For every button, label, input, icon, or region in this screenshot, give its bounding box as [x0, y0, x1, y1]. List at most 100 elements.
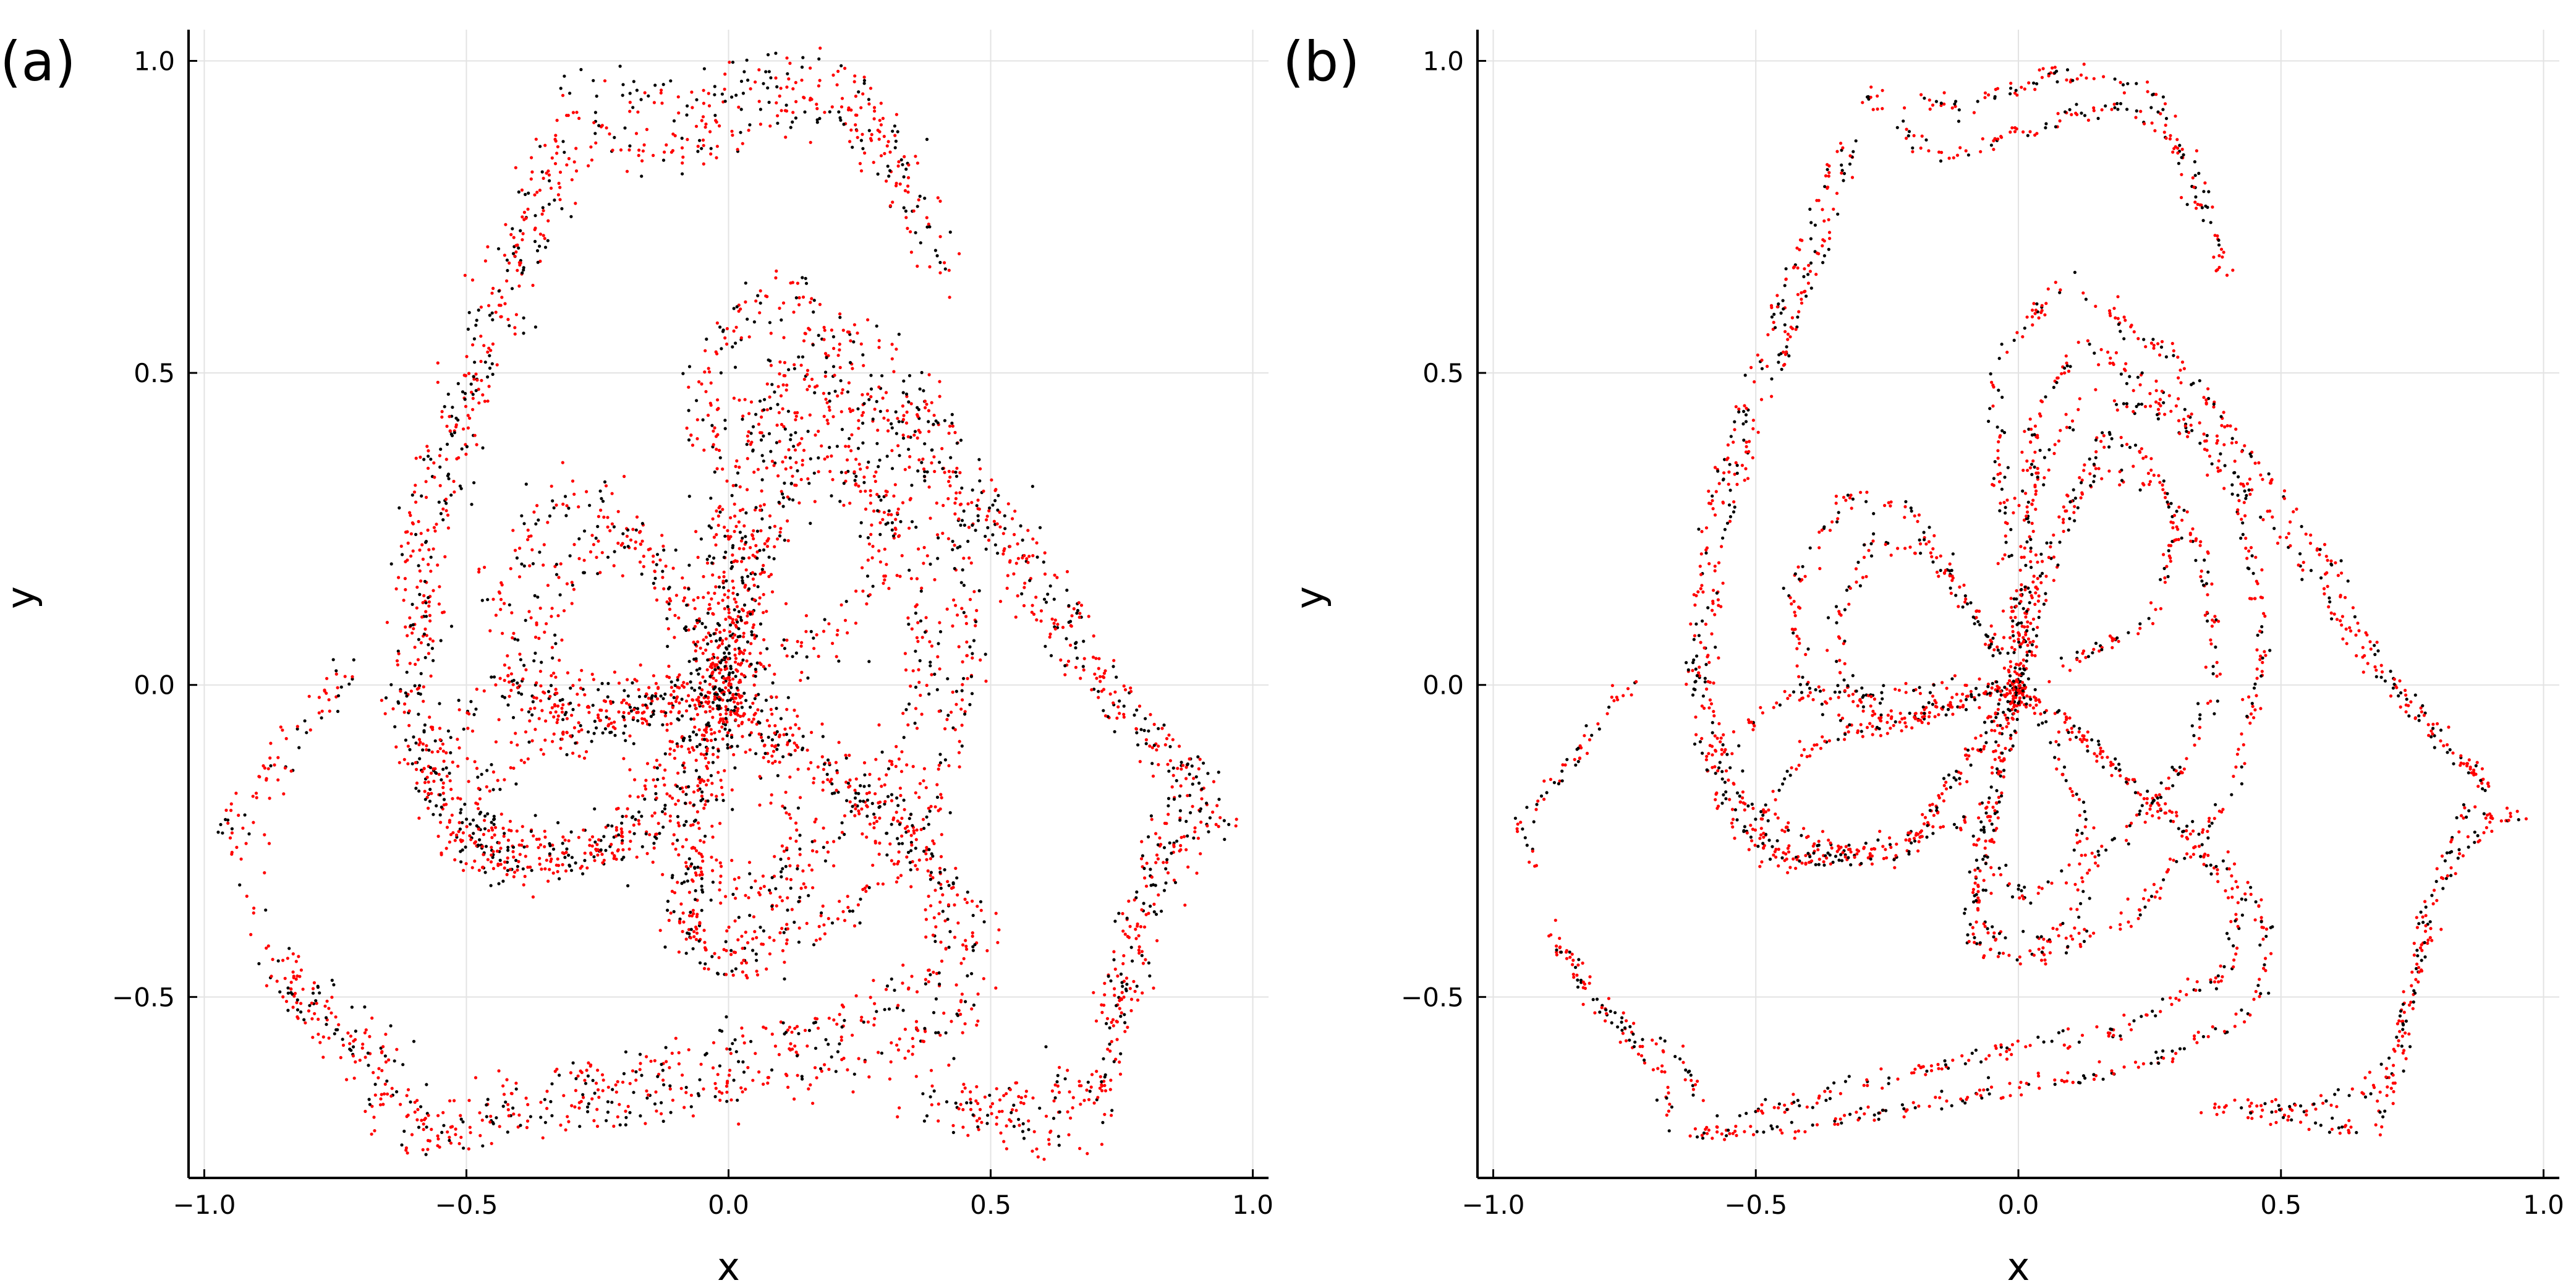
- scatter-point: [756, 467, 760, 471]
- scatter-point: [877, 346, 881, 349]
- scatter-point: [718, 671, 721, 675]
- scatter-point: [391, 707, 395, 710]
- scatter-point: [292, 975, 295, 978]
- scatter-point: [737, 647, 741, 650]
- scatter-point: [669, 599, 673, 603]
- scatter-point: [677, 824, 681, 828]
- scatter-point: [532, 510, 536, 514]
- scatter-point: [729, 949, 733, 952]
- scatter-point: [830, 791, 834, 795]
- scatter-point: [247, 832, 251, 836]
- scatter-point: [1052, 597, 1056, 601]
- scatter-point: [712, 632, 716, 636]
- scatter-point: [890, 528, 894, 532]
- scatter-point: [954, 1101, 958, 1105]
- scatter-point: [610, 730, 613, 734]
- scatter-point: [491, 867, 496, 871]
- scatter-point: [910, 484, 914, 487]
- scatter-point: [563, 856, 567, 859]
- scatter-point: [808, 328, 812, 331]
- scatter-point: [871, 863, 875, 867]
- scatter-point: [705, 747, 709, 751]
- scatter-point: [457, 1141, 461, 1146]
- scatter-point: [715, 145, 719, 148]
- scatter-point: [741, 1090, 744, 1094]
- scatter-point: [1157, 744, 1160, 748]
- scatter-point: [404, 560, 407, 564]
- scatter-point: [856, 135, 859, 139]
- scatter-point: [762, 929, 765, 933]
- scatter-point: [555, 573, 559, 576]
- scatter-point: [985, 514, 989, 518]
- scatter-point: [670, 889, 674, 893]
- scatter-point: [938, 271, 942, 275]
- scatter-point: [992, 519, 996, 523]
- scatter-point: [633, 778, 637, 782]
- scatter-point: [1003, 547, 1006, 551]
- scatter-point: [896, 859, 900, 863]
- scatter-point: [767, 100, 771, 104]
- scatter-point: [929, 857, 932, 861]
- scatter-point: [724, 895, 728, 898]
- scatter-point: [759, 108, 762, 111]
- scatter-point: [919, 693, 922, 697]
- scatter-point: [797, 727, 801, 730]
- scatter-point: [728, 630, 732, 634]
- scatter-point: [689, 433, 693, 437]
- scatter-point: [851, 145, 854, 149]
- scatter-point: [421, 748, 425, 752]
- scatter-point: [759, 887, 762, 890]
- scatter-point: [397, 761, 401, 764]
- scatter-point: [533, 239, 537, 244]
- scatter-point: [955, 876, 959, 880]
- scatter-point: [649, 715, 653, 719]
- scatter-point: [894, 139, 898, 143]
- scatter-point: [957, 751, 961, 754]
- scatter-point: [770, 1032, 774, 1036]
- scatter-point: [687, 914, 692, 918]
- scatter-point: [695, 668, 699, 672]
- scatter-point: [517, 859, 521, 863]
- scatter-point: [736, 592, 739, 597]
- scatter-point: [712, 746, 715, 749]
- scatter-point: [779, 717, 783, 720]
- scatter-point: [924, 406, 927, 410]
- scatter-point: [486, 245, 490, 249]
- scatter-point: [731, 621, 736, 625]
- scatter-point: [922, 467, 926, 471]
- scatter-point: [721, 681, 726, 685]
- scatter-point: [798, 847, 802, 851]
- scatter-point: [453, 431, 457, 435]
- scatter-point: [1148, 744, 1152, 748]
- scatter-point: [734, 675, 738, 678]
- scatter-point: [836, 69, 840, 73]
- scatter-point: [644, 787, 648, 791]
- scatter-point: [486, 858, 490, 861]
- scatter-point: [900, 750, 904, 754]
- scatter-point: [966, 890, 969, 894]
- scatter-point: [430, 750, 434, 754]
- scatter-point: [482, 689, 486, 693]
- scatter-point: [467, 1099, 471, 1102]
- scatter-point: [503, 832, 506, 835]
- scatter-point: [770, 793, 773, 797]
- scatter-point: [448, 771, 451, 775]
- scatter-point: [1100, 1010, 1104, 1014]
- scatter-point: [736, 702, 740, 706]
- scatter-point: [800, 641, 804, 644]
- scatter-point: [627, 148, 631, 152]
- scatter-point: [521, 677, 525, 681]
- scatter-point: [788, 837, 793, 840]
- scatter-point: [735, 712, 739, 716]
- scatter-point: [718, 623, 721, 627]
- scatter-point: [979, 658, 982, 662]
- scatter-point: [891, 129, 895, 133]
- scatter-point: [771, 761, 775, 765]
- scatter-point: [687, 587, 691, 591]
- scatter-point: [896, 417, 899, 420]
- scatter-point: [665, 723, 669, 727]
- scatter-point: [954, 983, 958, 987]
- scatter-point: [729, 1098, 733, 1102]
- scatter-point: [705, 749, 709, 753]
- scatter-point: [720, 725, 724, 729]
